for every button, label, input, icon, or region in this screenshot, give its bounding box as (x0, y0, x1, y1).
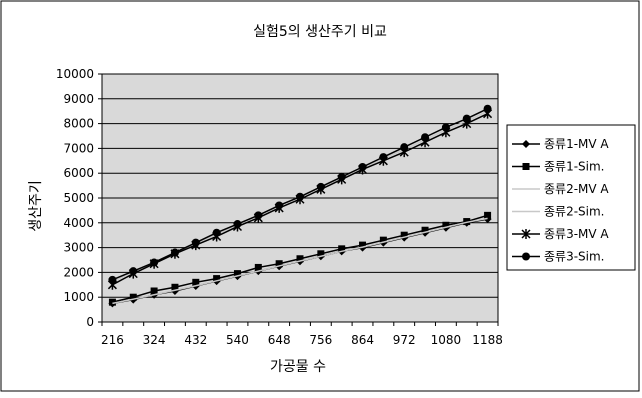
y-tick-label: 6000 (63, 166, 94, 180)
data-point (484, 211, 492, 219)
data-point (108, 275, 117, 284)
y-tick-label: 0 (86, 315, 94, 329)
legend-item-5: 종류3-MV A (512, 227, 609, 241)
data-point (442, 221, 450, 229)
legend-item-4: 종류2-Sim. (512, 205, 605, 219)
data-point (400, 231, 408, 239)
series-layer (107, 104, 493, 308)
legend-item-1: 종류1-MV A (512, 137, 609, 151)
data-point (441, 123, 450, 132)
x-tick-label: 432 (184, 333, 207, 347)
data-point (522, 140, 530, 148)
x-tick-label: 216 (101, 333, 124, 347)
data-point (233, 270, 241, 278)
legend-label: 종류1-MV A (544, 137, 609, 151)
x-axis-label: 가공물 수 (270, 359, 326, 375)
y-tick-label: 5000 (63, 191, 94, 205)
x-tick-label: 324 (143, 333, 166, 347)
series-line (112, 217, 488, 305)
x-tick-label: 1188 (472, 333, 503, 347)
data-point (421, 133, 430, 142)
data-point (296, 192, 304, 201)
data-point (337, 172, 346, 181)
data-point (275, 260, 283, 268)
data-point (150, 258, 159, 267)
series-2 (108, 211, 492, 306)
data-point (129, 267, 138, 276)
data-point (254, 211, 263, 220)
data-point (129, 293, 137, 301)
legend-item-6: 종류3-Sim. (512, 250, 605, 264)
data-point (483, 104, 492, 113)
x-tick-label: 756 (309, 333, 332, 347)
data-point (275, 201, 284, 210)
data-point (233, 220, 242, 229)
y-tick-label: 8000 (63, 117, 94, 131)
y-tick-label: 10000 (56, 67, 94, 81)
legend-label: 종류3-MV A (544, 227, 609, 241)
legend-label: 종류1-Sim. (544, 160, 605, 174)
data-point (521, 229, 531, 239)
data-point (359, 241, 367, 249)
data-point (150, 287, 158, 295)
legend: 종류1-MV A 종류1-Sim. 종류2-MV A 종류2-Sim. 종류3-MV A… (506, 124, 636, 271)
x-tick-label: 648 (268, 333, 291, 347)
data-point (522, 163, 530, 170)
data-point (171, 283, 179, 291)
data-point (462, 114, 471, 123)
legend-item-2: 종류1-Sim. (512, 160, 605, 174)
legend-label: 종류2-Sim. (544, 205, 605, 219)
data-point (316, 182, 325, 191)
series-6 (108, 104, 492, 284)
legend-label: 종류3-Sim. (544, 250, 605, 264)
y-tick-label: 9000 (63, 92, 94, 106)
data-point (296, 255, 304, 263)
y-tick-label: 2000 (63, 265, 94, 279)
data-point (421, 226, 429, 234)
data-point (338, 245, 346, 253)
data-point (317, 250, 325, 258)
x-tick-label: 972 (393, 333, 416, 347)
data-point (192, 278, 200, 286)
x-tick-label: 1080 (431, 333, 462, 347)
data-point (358, 163, 367, 171)
y-axis-label: 생산주기 (28, 180, 44, 232)
data-point (213, 275, 221, 283)
data-point (379, 153, 388, 162)
x-tick-label: 540 (226, 333, 249, 347)
legend-box (506, 124, 636, 271)
data-point (400, 143, 409, 152)
x-tick-label: 864 (351, 333, 374, 347)
chart-title: 실험5의 생산주기 비교 (253, 24, 387, 40)
data-point (212, 228, 221, 237)
x-tick-labels: 216 324 432 540 648 756 864 972 1080 1188 (101, 333, 503, 347)
y-tick-label: 4000 (63, 216, 94, 230)
y-tick-labels: 0 1000 2000 3000 4000 5000 6000 7000 8000 9000 100… (56, 67, 94, 329)
y-tick-label: 7000 (63, 141, 94, 155)
y-tick-label: 3000 (63, 241, 94, 255)
data-point (108, 298, 116, 306)
data-point (522, 252, 530, 261)
series-3 (112, 217, 488, 305)
data-point (191, 238, 200, 247)
y-tick-label: 1000 (63, 290, 94, 304)
data-point (379, 236, 387, 244)
data-point (254, 263, 262, 271)
legend-label: 종류2-MV A (544, 182, 609, 196)
legend-item-3: 종류2-MV A (512, 182, 609, 196)
data-point (170, 248, 179, 257)
